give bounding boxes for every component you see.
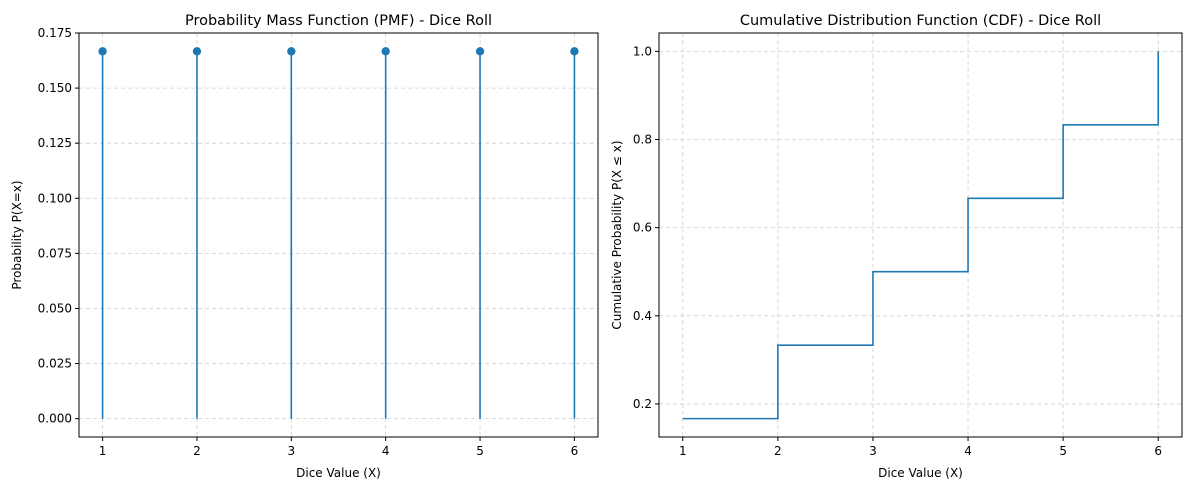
pmf-chart-title: Probability Mass Function (PMF) - Dice R…: [185, 13, 492, 29]
pmf-x-tick-label: 1: [99, 444, 107, 458]
cdf-y-tick-label: 0.6: [633, 221, 652, 235]
pmf-stem-marker: [570, 47, 579, 56]
pmf-stem-marker: [381, 47, 390, 56]
pmf-stem-marker: [192, 47, 202, 56]
pmf-x-tick-label: 3: [287, 444, 295, 458]
pmf-x-tick-label: 4: [382, 444, 390, 458]
pmf-y-tick-label: 0.100: [38, 191, 72, 205]
pmf-y-tick-label: 0.025: [38, 357, 72, 371]
cdf-step-line: [682, 51, 1160, 420]
cdf-y-tick-label: 0.8: [633, 133, 652, 147]
cdf-x-tick-label: 3: [869, 444, 877, 458]
cdf-chart-panel: 1 2 3 4 5 6 0.2 0.4 0.6 0.8 1.0 Cumulative Distrib…: [610, 13, 1183, 480]
cdf-x-tick-label: 2: [774, 444, 782, 458]
pmf-stem-marker: [287, 47, 296, 56]
pmf-y-tick-label: 0.150: [38, 81, 72, 95]
pmf-y-tick-label: 0.075: [38, 246, 72, 260]
pmf-x-tick-label: 2: [193, 444, 201, 458]
pmf-y-tick-label: 0.175: [38, 26, 72, 40]
cdf-plot-frame: [658, 32, 1183, 438]
pmf-y-tick-label: 0.125: [38, 136, 72, 150]
cdf-chart-title: Cumulative Distribution Function (CDF) -…: [740, 13, 1101, 29]
cdf-x-tick-label: 6: [1154, 444, 1162, 458]
pmf-stem-marker: [98, 47, 107, 56]
pmf-chart-panel: 1 2 3 4 5 6 0.000 0.025 0.050 0.075 0.100 0.125 0.15…: [10, 13, 599, 480]
cdf-x-tick-label: 4: [964, 444, 972, 458]
cdf-y-tick-label: 1.0: [633, 44, 652, 58]
cdf-x-axis-label: Dice Value (X): [878, 466, 963, 480]
pmf-plot-frame: [78, 32, 599, 438]
cdf-y-axis-label: Cumulative Probability P(X ≤ x): [610, 140, 624, 329]
pmf-x-tick-label: 5: [476, 444, 484, 458]
pmf-stem-marker: [475, 47, 485, 56]
pmf-x-tick-label: 6: [571, 444, 579, 458]
cdf-y-tick-label: 0.2: [633, 397, 652, 411]
cdf-x-tick-label: 1: [679, 444, 687, 458]
pmf-y-tick-label: 0.000: [38, 412, 72, 426]
cdf-x-tick-label: 5: [1059, 444, 1067, 458]
pmf-y-axis-label: Probability P(X=x): [10, 180, 24, 289]
pmf-x-axis-label: Dice Value (X): [296, 466, 381, 480]
pmf-y-tick-label: 0.050: [38, 301, 72, 315]
cdf-y-tick-label: 0.4: [633, 309, 652, 323]
